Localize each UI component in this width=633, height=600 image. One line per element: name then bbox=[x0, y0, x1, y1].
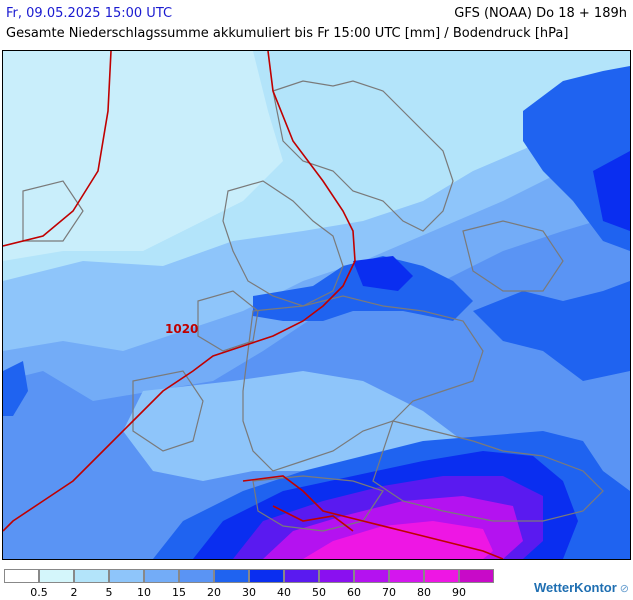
legend-tick-label: 15 bbox=[172, 586, 186, 599]
model-run-label: GFS (NOAA) Do 18 + 189h bbox=[454, 6, 627, 21]
legend-tick-label: 0.5 bbox=[30, 586, 48, 599]
legend-tick-label: 10 bbox=[137, 586, 151, 599]
map-title: Gesamte Niederschlagssumme akkumuliert b… bbox=[6, 26, 569, 41]
forecast-datetime: Fr, 09.05.2025 15:00 UTC bbox=[6, 6, 173, 21]
legend-swatch bbox=[74, 569, 109, 583]
legend-swatch bbox=[319, 569, 354, 583]
legend-swatch bbox=[424, 569, 459, 583]
legend-tick-label: 60 bbox=[347, 586, 361, 599]
legend-tick-label: 50 bbox=[312, 586, 326, 599]
map-canvas: 1020 bbox=[3, 51, 630, 559]
precip-40-core-central bbox=[353, 256, 413, 291]
legend-swatch bbox=[284, 569, 319, 583]
legend-tick-label: 20 bbox=[207, 586, 221, 599]
legend-tick-label: 5 bbox=[105, 586, 113, 599]
legend-tick-label: 90 bbox=[452, 586, 466, 599]
precip-low-nw bbox=[3, 51, 283, 261]
legend-tick-label: 2 bbox=[70, 586, 78, 599]
legend-swatch bbox=[354, 569, 389, 583]
wetterkontor-logo: WetterKontor ⊘ bbox=[534, 580, 629, 595]
precip-40-northeast bbox=[593, 151, 630, 231]
legend-tick-label: 70 bbox=[382, 586, 396, 599]
legend-swatch bbox=[39, 569, 74, 583]
legend-tick-label: 80 bbox=[417, 586, 431, 599]
legend-swatch bbox=[4, 569, 39, 583]
legend-swatch bbox=[144, 569, 179, 583]
precip-90-south bbox=[303, 521, 493, 559]
legend-swatch bbox=[249, 569, 284, 583]
logo-text: WetterKontor bbox=[533, 580, 617, 595]
isobars bbox=[3, 51, 504, 559]
logo-mark-icon: ⊘ bbox=[619, 583, 629, 595]
precip-30-east bbox=[473, 281, 630, 381]
legend-tick-label: 40 bbox=[277, 586, 291, 599]
legend-swatch bbox=[389, 569, 424, 583]
legend-swatch bbox=[459, 569, 494, 583]
legend-swatch bbox=[179, 569, 214, 583]
precipitation-map: 1020 bbox=[2, 50, 631, 560]
legend-swatch bbox=[109, 569, 144, 583]
precip-30-west bbox=[3, 361, 28, 416]
isobar-label: 1020 bbox=[165, 322, 198, 336]
country-borders bbox=[22, 80, 604, 532]
legend-tick-label: 30 bbox=[242, 586, 256, 599]
legend-swatch bbox=[214, 569, 249, 583]
